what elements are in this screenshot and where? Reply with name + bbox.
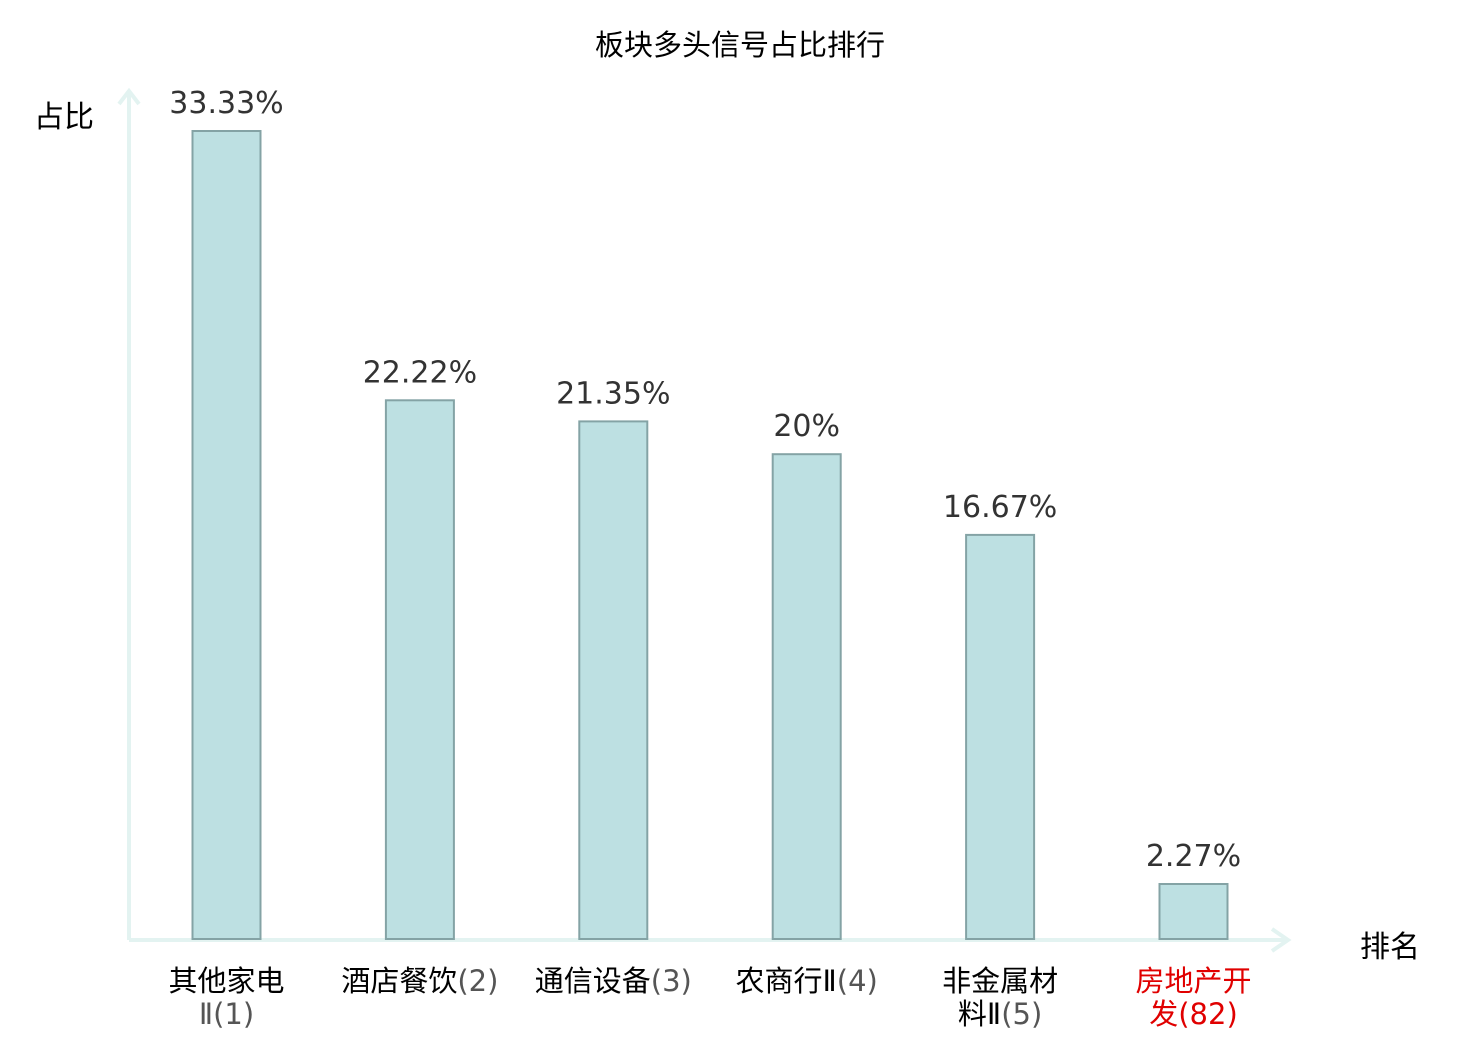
category-rank: (2) <box>457 964 499 998</box>
category-rank: (82) <box>1178 997 1238 1031</box>
category-label-4: 农商行Ⅱ(4) <box>707 965 907 998</box>
bar-4 <box>771 453 842 940</box>
category-name-cont: 料Ⅱ <box>957 997 1002 1031</box>
category-label-line1: 通信设备(3) <box>513 965 713 998</box>
category-label-line1: 酒店餐饮(2) <box>320 965 520 998</box>
bar-1 <box>191 130 262 940</box>
value-label-3: 21.35% <box>556 376 670 411</box>
y-axis-label: 占比 <box>34 100 94 135</box>
value-labels: 33.33% 22.22% 21.35% 20% 16.67% 2.27% <box>169 86 1241 874</box>
category-rank: (4) <box>836 964 878 998</box>
category-name: 农商行Ⅱ <box>735 964 837 998</box>
category-rank: (3) <box>650 964 692 998</box>
bar-series <box>191 130 1229 941</box>
category-label-line1: 非金属材 <box>900 965 1100 998</box>
category-rank: (5) <box>1001 997 1043 1031</box>
category-name-cont: Ⅱ <box>198 997 214 1031</box>
category-label-1: 其他家电 Ⅱ(1) <box>127 965 327 1031</box>
value-label-5: 16.67% <box>943 490 1057 525</box>
category-rank: (1) <box>213 997 255 1031</box>
category-label-5: 非金属材 料Ⅱ(5) <box>900 965 1100 1031</box>
bar-6 <box>1158 883 1229 940</box>
category-label-line2: 发(82) <box>1094 998 1294 1031</box>
category-label-3: 通信设备(3) <box>513 965 713 998</box>
bar-3 <box>578 420 649 940</box>
category-label-line2: 料Ⅱ(5) <box>900 998 1100 1031</box>
category-name: 房地产开 <box>1135 964 1252 998</box>
category-name-cont: 发 <box>1149 997 1179 1031</box>
category-label-2: 酒店餐饮(2) <box>320 965 520 998</box>
category-name: 非金属材 <box>942 964 1059 998</box>
chart-title: 板块多头信号占比排行 <box>594 28 885 62</box>
category-label-line2: Ⅱ(1) <box>127 998 327 1031</box>
category-label-line1: 房地产开 <box>1094 965 1294 998</box>
y-axis <box>117 87 141 940</box>
bar-2 <box>384 399 455 940</box>
category-name: 酒店餐饮 <box>341 964 458 998</box>
category-label-line1: 农商行Ⅱ(4) <box>707 965 907 998</box>
category-name: 通信设备 <box>534 964 651 998</box>
value-label-4: 20% <box>773 409 840 444</box>
value-label-6: 2.27% <box>1146 839 1241 874</box>
value-label-1: 33.33% <box>169 86 283 121</box>
x-axis-label: 排名 <box>1360 930 1420 965</box>
category-label-6: 房地产开 发(82) <box>1094 965 1294 1031</box>
category-label-line1: 其他家电 <box>127 965 327 998</box>
bar-5 <box>965 533 1036 941</box>
value-label-2: 22.22% <box>363 355 477 390</box>
category-name: 其他家电 <box>168 964 285 998</box>
x-axis <box>129 927 1292 953</box>
